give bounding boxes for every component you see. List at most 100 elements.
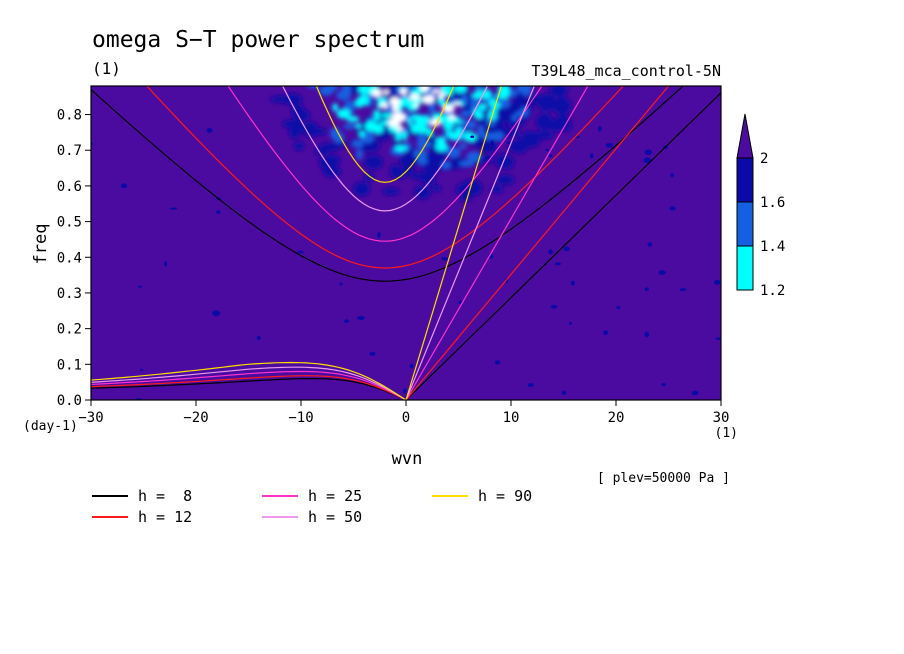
power-speckle xyxy=(545,148,549,152)
rossby-wave-curve xyxy=(91,375,407,400)
power-speckle xyxy=(490,140,494,147)
power-blob xyxy=(416,140,432,149)
colorbar-extend-triangle xyxy=(736,113,754,159)
power-blob xyxy=(359,144,376,152)
power-blob xyxy=(324,86,339,92)
power-blob xyxy=(294,141,304,151)
power-speckle xyxy=(527,383,534,387)
power-blob xyxy=(491,185,503,194)
dispersion-curve-h50 xyxy=(91,86,535,400)
power-blob xyxy=(479,142,498,153)
power-speckle xyxy=(603,330,608,336)
power-speckle xyxy=(554,262,562,266)
y-tick-label: 0.3 xyxy=(57,286,82,302)
power-blob xyxy=(466,151,482,163)
power-blob xyxy=(391,86,403,88)
x-tick-label: 10 xyxy=(503,410,520,426)
y-axis-label: freq xyxy=(31,224,51,265)
power-speckle xyxy=(339,282,343,286)
ig-wave-curve xyxy=(227,86,543,242)
power-speckle xyxy=(494,360,501,365)
y-tick-label: 0.1 xyxy=(57,357,82,373)
power-blob xyxy=(424,71,438,84)
power-blob xyxy=(346,115,360,123)
power-blob xyxy=(394,145,408,152)
x-axis-unit: (1) xyxy=(715,426,738,441)
power-speckle xyxy=(568,321,573,325)
power-blob xyxy=(417,76,429,86)
y-axis-unit: (day-1) xyxy=(23,419,78,434)
power-speckle xyxy=(550,304,558,309)
colorbar-segment xyxy=(736,201,754,247)
rossby-wave-curve xyxy=(91,378,407,400)
legend-label: h = 25 xyxy=(308,487,362,505)
power-speckle xyxy=(548,154,553,158)
dispersion-curve-h8 xyxy=(91,86,721,400)
y-tick-label: 0.7 xyxy=(57,143,82,159)
power-speckle xyxy=(369,351,376,356)
power-blob xyxy=(355,97,364,108)
legend-label: h = 50 xyxy=(308,508,362,526)
power-blob xyxy=(379,120,390,126)
power-peak xyxy=(395,126,404,131)
dispersion-curve-h12 xyxy=(91,86,670,400)
power-blob xyxy=(336,108,351,119)
power-peak xyxy=(380,102,389,109)
power-speckle xyxy=(403,388,407,394)
power-speckle xyxy=(563,246,570,252)
power-blob xyxy=(434,158,445,171)
plot-area xyxy=(90,71,722,401)
power-blob xyxy=(521,131,541,148)
chart-title: omega S−T power spectrum xyxy=(92,27,424,53)
power-blob xyxy=(308,127,327,135)
power-blob xyxy=(414,185,431,199)
power-blob xyxy=(497,98,511,109)
power-blob xyxy=(407,117,413,127)
power-blob xyxy=(423,115,430,125)
x-tick-label: −10 xyxy=(288,410,313,426)
power-blob xyxy=(516,86,527,93)
kelvin-wave-line xyxy=(405,91,721,400)
power-peak xyxy=(437,92,446,99)
power-blob xyxy=(495,155,515,170)
power-peak xyxy=(400,87,408,96)
power-blob xyxy=(364,172,375,182)
power-speckle xyxy=(139,368,144,371)
power-blob xyxy=(511,115,518,122)
power-speckle xyxy=(344,319,349,323)
power-blob xyxy=(364,155,383,170)
x-tick-label: 20 xyxy=(608,410,625,426)
power-peak xyxy=(389,97,401,106)
power-speckle xyxy=(669,206,676,211)
rossby-wave-curve xyxy=(91,361,407,400)
power-speckle xyxy=(589,153,594,159)
kelvin-wave-line xyxy=(405,86,589,400)
y-tick-label: 0.2 xyxy=(57,322,82,338)
legend-item-h12: h = 12 xyxy=(92,508,192,526)
y-tick-label: 0.0 xyxy=(57,393,82,409)
power-blob xyxy=(415,172,429,181)
power-speckle xyxy=(164,261,168,267)
power-speckle xyxy=(715,337,721,341)
power-speckle xyxy=(714,279,721,285)
colorbar: 2 1.6 1.4 1.2 xyxy=(736,113,785,299)
power-speckle xyxy=(644,287,649,291)
power-blob xyxy=(318,155,339,170)
power-speckle xyxy=(647,242,653,247)
power-speckle xyxy=(616,305,621,310)
power-speckle xyxy=(643,157,652,164)
power-speckle xyxy=(441,257,449,261)
chart-subtitle: (1) xyxy=(92,59,121,78)
power-blob xyxy=(460,110,473,118)
power-blob xyxy=(536,112,553,131)
power-speckle xyxy=(644,149,652,155)
power-blob xyxy=(380,113,393,118)
power-blob xyxy=(376,96,387,104)
power-speckle xyxy=(120,183,128,189)
power-speckle xyxy=(570,280,575,286)
power-speckle xyxy=(357,315,365,321)
power-blob xyxy=(477,125,485,137)
power-blob xyxy=(319,143,341,151)
power-blob xyxy=(496,174,515,185)
